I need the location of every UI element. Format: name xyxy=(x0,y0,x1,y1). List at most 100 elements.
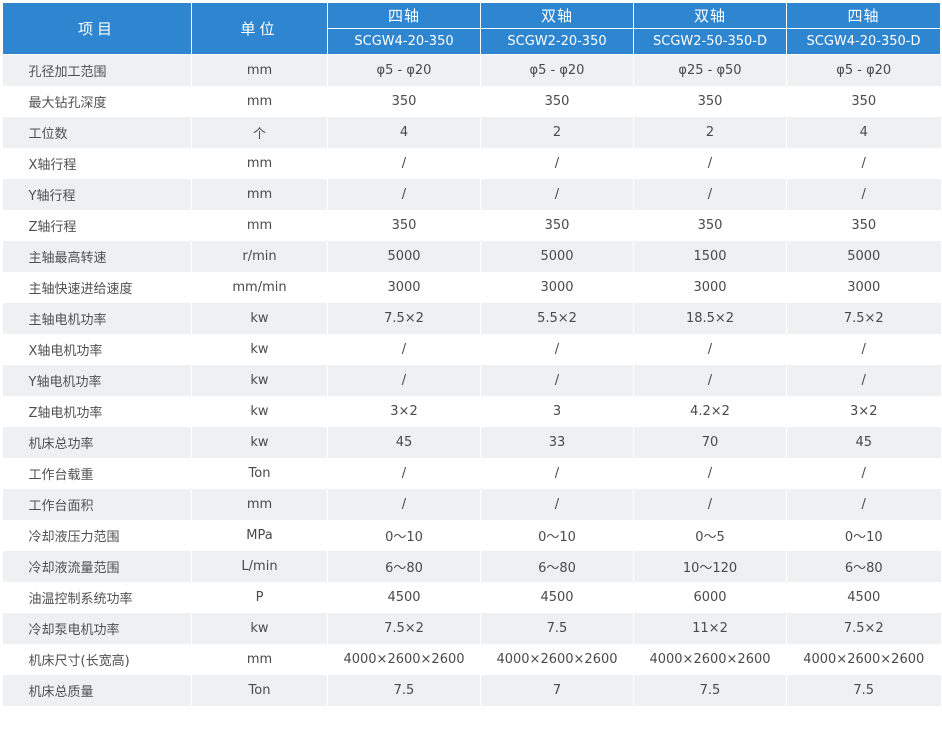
row-value: 7.5×2 xyxy=(327,303,481,334)
row-value: / xyxy=(633,365,787,396)
row-value: 350 xyxy=(480,86,634,117)
row-value: / xyxy=(786,365,941,396)
row-value: / xyxy=(327,489,481,520)
row-value: / xyxy=(633,334,787,365)
row-item: 机床总质量 xyxy=(2,675,192,706)
header-item: 项目 xyxy=(2,2,192,55)
row-value: 7.5 xyxy=(633,675,787,706)
row-value: 6～80 xyxy=(480,551,634,582)
row-value: 350 xyxy=(633,210,787,241)
row-item: Z轴行程 xyxy=(2,210,192,241)
row-value: 6～80 xyxy=(786,551,941,582)
row-value: / xyxy=(633,148,787,179)
table-row: 油温控制系统功率 P 4500 4500 6000 4500 xyxy=(2,582,941,613)
row-unit: mm xyxy=(191,489,328,520)
row-item: 工作台载重 xyxy=(2,458,192,489)
row-value: 5000 xyxy=(480,241,634,272)
row-unit: mm xyxy=(191,86,328,117)
table-row: 工作台面积 mm / / / / xyxy=(2,489,941,520)
row-value: 7 xyxy=(480,675,634,706)
row-value: 6000 xyxy=(633,582,787,613)
row-value: 3000 xyxy=(480,272,634,303)
row-unit: kw xyxy=(191,303,328,334)
row-value: 5000 xyxy=(327,241,481,272)
row-value: 33 xyxy=(480,427,634,458)
row-item: 机床总功率 xyxy=(2,427,192,458)
table-row: Z轴电机功率 kw 3×2 3 4.2×2 3×2 xyxy=(2,396,941,427)
row-value: 7.5 xyxy=(786,675,941,706)
row-item: Y轴行程 xyxy=(2,179,192,210)
row-item: 主轴最高转速 xyxy=(2,241,192,272)
row-value: 7.5×2 xyxy=(786,613,941,644)
row-value: φ25 - φ50 xyxy=(633,54,787,86)
row-value: φ5 - φ20 xyxy=(327,54,481,86)
row-value: / xyxy=(480,179,634,210)
row-value: / xyxy=(480,489,634,520)
row-unit: L/min xyxy=(191,551,328,582)
row-item: 主轴快速进给速度 xyxy=(2,272,192,303)
row-value: 7.5 xyxy=(480,613,634,644)
table-row: 机床总质量 Ton 7.5 7 7.5 7.5 xyxy=(2,675,941,706)
row-value: / xyxy=(786,489,941,520)
row-unit: mm/min xyxy=(191,272,328,303)
table-row: Z轴行程 mm 350 350 350 350 xyxy=(2,210,941,241)
row-value: 0～10 xyxy=(786,520,941,551)
row-item: 冷却液压力范围 xyxy=(2,520,192,551)
row-value: 3000 xyxy=(633,272,787,303)
row-value: 350 xyxy=(786,86,941,117)
row-value: 4000×2600×2600 xyxy=(786,644,941,675)
row-value: 4.2×2 xyxy=(633,396,787,427)
row-value: / xyxy=(786,334,941,365)
table-row: X轴行程 mm / / / / xyxy=(2,148,941,179)
row-value: / xyxy=(633,489,787,520)
table-row: 最大钻孔深度 mm 350 350 350 350 xyxy=(2,86,941,117)
spec-table: 项目 单位 四轴 双轴 双轴 四轴 SCGW4-20-350 SCGW2-20-… xyxy=(2,2,941,706)
row-value: 4000×2600×2600 xyxy=(480,644,634,675)
row-value: 4000×2600×2600 xyxy=(633,644,787,675)
row-unit: MPa xyxy=(191,520,328,551)
table-row: 工作台载重 Ton / / / / xyxy=(2,458,941,489)
row-item: 机床尺寸(长宽高) xyxy=(2,644,192,675)
row-item: 工位数 xyxy=(2,117,192,148)
row-unit: mm xyxy=(191,54,328,86)
row-value: 0～10 xyxy=(327,520,481,551)
row-value: 3×2 xyxy=(786,396,941,427)
row-value: / xyxy=(480,334,634,365)
row-value: / xyxy=(786,458,941,489)
table-body: 孔径加工范围 mm φ5 - φ20 φ5 - φ20 φ25 - φ50 φ5 - φ2… xyxy=(2,54,941,706)
table-row: 冷却液流量范围 L/min 6～80 6～80 10～120 6～80 xyxy=(2,551,941,582)
row-value: 6～80 xyxy=(327,551,481,582)
row-value: 5.5×2 xyxy=(480,303,634,334)
row-value: / xyxy=(786,179,941,210)
table-row: 工位数个 4 2 2 4 xyxy=(2,117,941,148)
table-row: 主轴最高转速 r/min 5000 5000 1500 5000 xyxy=(2,241,941,272)
row-value: 4000×2600×2600 xyxy=(327,644,481,675)
row-value: / xyxy=(327,148,481,179)
row-value: / xyxy=(327,365,481,396)
row-unit: r/min xyxy=(191,241,328,272)
row-item: Z轴电机功率 xyxy=(2,396,192,427)
row-value: 4500 xyxy=(480,582,634,613)
row-item: 最大钻孔深度 xyxy=(2,86,192,117)
row-unit: 个 xyxy=(191,117,328,148)
row-value: 3000 xyxy=(786,272,941,303)
row-item: Y轴电机功率 xyxy=(2,365,192,396)
row-value: / xyxy=(633,179,787,210)
row-unit: kw xyxy=(191,365,328,396)
row-item: X轴电机功率 xyxy=(2,334,192,365)
row-value: 70 xyxy=(633,427,787,458)
row-item: 冷却泵电机功率 xyxy=(2,613,192,644)
row-item: 工作台面积 xyxy=(2,489,192,520)
row-unit: kw xyxy=(191,613,328,644)
row-unit: kw xyxy=(191,427,328,458)
header-unit: 单位 xyxy=(191,2,328,55)
row-value: / xyxy=(480,458,634,489)
row-unit: mm xyxy=(191,179,328,210)
row-value: 350 xyxy=(633,86,787,117)
row-item: 冷却液流量范围 xyxy=(2,551,192,582)
row-value: 2 xyxy=(480,117,634,148)
row-value: / xyxy=(480,148,634,179)
header-model-code: SCGW2-20-350 xyxy=(480,28,634,55)
row-value: 3 xyxy=(480,396,634,427)
